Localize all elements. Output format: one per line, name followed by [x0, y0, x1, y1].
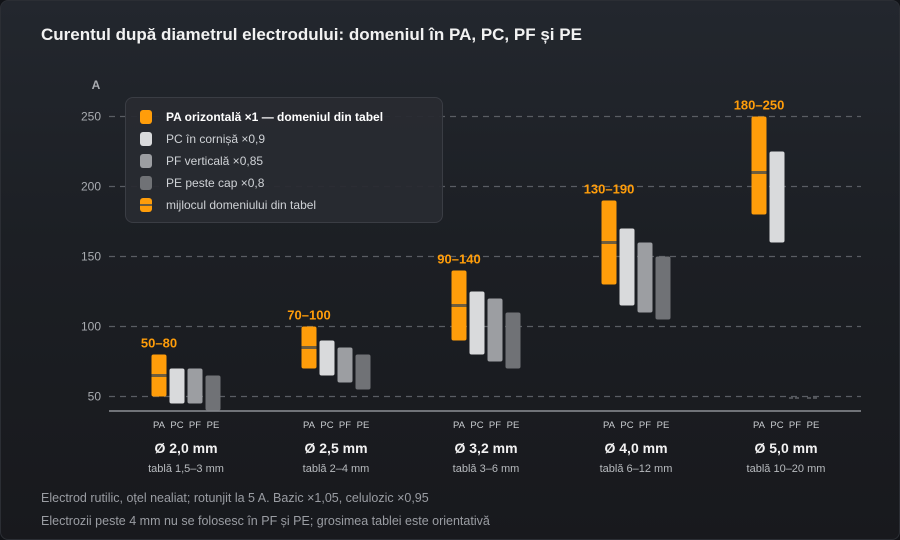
legend-label-pa: PA orizontală ×1 — domeniul din tabel [166, 110, 384, 124]
legend-label-pc: PC în cornișă ×0,9 [166, 132, 266, 146]
y-axis-unit: A [92, 78, 101, 92]
bar-pe-g1 [205, 375, 221, 411]
y-tick-150: 150 [81, 250, 101, 264]
bar-pc-g1 [169, 368, 185, 404]
x-tick-pf-g4: PF [639, 420, 651, 431]
bar-pc-g3 [469, 291, 485, 355]
chart-title: Curentul după diametrul electrodului: do… [41, 25, 582, 44]
footnote-2: Electrozii peste 4 mm nu se folosesc în … [41, 514, 490, 528]
diameter-label-g4: Ø 4,0 mm [604, 440, 667, 456]
y-tick-200: 200 [81, 180, 101, 194]
x-tick-pf-g2: PF [339, 420, 351, 431]
legend-label-pf: PF verticală ×0,85 [166, 154, 264, 168]
legend-label-pe: PE peste cap ×0,8 [166, 176, 265, 190]
x-tick-pf-g5: PF [789, 420, 801, 431]
plate-label-g1: tablă 1,5–3 mm [148, 463, 224, 475]
legend-item-pc: PC în cornișă ×0,9 [140, 130, 265, 148]
legend-swatch-pe [140, 176, 152, 190]
legend-item-pe: PE peste cap ×0,8 [140, 174, 264, 192]
bar-pf-g2 [337, 347, 353, 383]
bar-pe-g4 [655, 256, 671, 320]
x-tick-pe-g3: PE [507, 420, 520, 431]
x-tick-pa-g2: PA [303, 420, 316, 431]
x-tick-pf-g3: PF [489, 420, 501, 431]
x-tick-pc-g2: PC [320, 420, 333, 431]
plate-label-g5: tablă 10–20 mm [747, 463, 826, 475]
legend-swatch-pa [140, 110, 152, 124]
bar-pa-g5 [751, 116, 767, 215]
bar-pe-g2 [355, 354, 371, 390]
x-tick-pc-g5: PC [770, 420, 783, 431]
x-tick-pc-g1: PC [170, 420, 183, 431]
bar-pf-g1 [187, 368, 203, 404]
plate-label-g2: tablă 2–4 mm [303, 463, 370, 475]
x-tick-pa-g1: PA [153, 420, 166, 431]
bar-pc-g2 [319, 340, 335, 376]
legend-swatch-mid [140, 198, 152, 212]
x-tick-pf-g1: PF [189, 420, 201, 431]
bar-pc-g4 [619, 228, 635, 306]
diameter-label-g5: Ø 5,0 mm [754, 440, 817, 456]
legend-swatch-pc [140, 132, 152, 146]
x-tick-pa-g5: PA [753, 420, 766, 431]
diameter-label-g2: Ø 2,5 mm [304, 440, 367, 456]
plate-label-g3: tablă 3–6 mm [453, 463, 520, 475]
range-label-g5: 180–250 [734, 98, 785, 113]
legend-swatch-pf [140, 154, 152, 168]
range-label-g1: 50–80 [141, 336, 177, 351]
bar-pf-g3 [487, 298, 503, 362]
legend-item-pa: PA orizontală ×1 — domeniul din tabel [140, 108, 383, 126]
diameter-label-g1: Ø 2,0 mm [154, 440, 217, 456]
x-tick-pa-g4: PA [603, 420, 616, 431]
legend-label-mid: mijlocul domeniului din tabel [166, 198, 317, 212]
footnote-1: Electrod rutilic, oțel nealiat; rotunjit… [41, 491, 429, 505]
range-label-g3: 90–140 [437, 252, 480, 267]
x-tick-pe-g1: PE [207, 420, 220, 431]
y-tick-100: 100 [81, 320, 101, 334]
bar-pf-g4 [637, 242, 653, 313]
bar-pc-g5 [769, 151, 785, 243]
x-tick-pe-g2: PE [357, 420, 370, 431]
legend-item-mid: mijlocul domeniului din tabel [140, 196, 316, 214]
range-label-g2: 70–100 [287, 308, 330, 323]
x-tick-pe-g4: PE [657, 420, 670, 431]
y-tick-50: 50 [88, 390, 102, 404]
x-tick-pe-g5: PE [807, 420, 820, 431]
legend: PA orizontală ×1 — domeniul din tabel PC… [125, 97, 443, 223]
range-label-g4: 130–190 [584, 182, 635, 197]
x-tick-pa-g3: PA [453, 420, 466, 431]
plate-label-g4: tablă 6–12 mm [600, 463, 673, 475]
bar-pe-g3 [505, 312, 521, 369]
diameter-label-g3: Ø 3,2 mm [454, 440, 517, 456]
x-tick-pc-g3: PC [470, 420, 483, 431]
y-tick-250: 250 [81, 110, 101, 124]
legend-item-pf: PF verticală ×0,85 [140, 152, 263, 170]
x-tick-pc-g4: PC [620, 420, 633, 431]
